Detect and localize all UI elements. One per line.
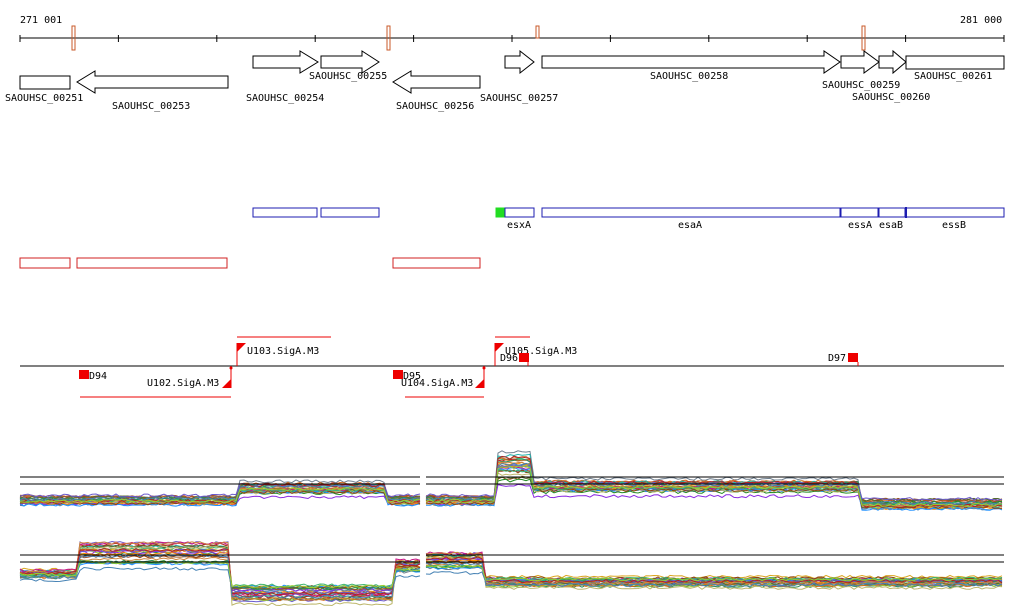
svg-text:U104.SigA.M3: U104.SigA.M3: [401, 378, 473, 389]
expression-profile-line: [19, 495, 421, 506]
gene-saouhsc-00253[interactable]: SAOUHSC_00253: [76, 70, 229, 112]
gene-saouhsc-00256[interactable]: SAOUHSC_00256: [392, 70, 481, 112]
expression-profile-line: [19, 548, 421, 596]
expression-profile-line: [425, 561, 1003, 587]
gene-name-esxA: esxA: [507, 220, 531, 231]
svg-text:SAOUHSC_00261: SAOUHSC_00261: [914, 71, 992, 82]
gene-saouhsc-00261[interactable]: SAOUHSC_00261: [905, 55, 1005, 82]
svg-text:D94: D94: [89, 371, 107, 382]
gene-saouhsc-00260[interactable]: SAOUHSC_00260: [852, 49, 930, 103]
gene-saouhsc-00259[interactable]: SAOUHSC_00259: [822, 50, 900, 91]
expression-profile-line: [19, 544, 421, 607]
operon-box-essA[interactable]: [840, 207, 879, 218]
expression-profile-line: [425, 465, 1003, 507]
svg-text:SAOUHSC_00256: SAOUHSC_00256: [396, 101, 474, 112]
expression-profile-line: [19, 541, 421, 601]
gene-track: SAOUHSC_00251 SAOUHSC_00253 SAOUHSC_0025…: [5, 49, 1005, 112]
feature-u102-siga-m3[interactable]: U102.SigA.M3: [80, 366, 233, 398]
ruler-end-label: 281 000: [960, 15, 1002, 26]
operon-box[interactable]: [320, 207, 380, 218]
ruler-start-label: 271 001: [20, 15, 62, 26]
gene-saouhsc-00251[interactable]: SAOUHSC_00251: [5, 75, 83, 104]
svg-text:D95: D95: [403, 371, 421, 382]
gene-name-essA: essA: [848, 220, 872, 231]
gene-name-essB: essB: [942, 220, 966, 231]
operon-box[interactable]: [19, 257, 71, 269]
expression-profile-line: [19, 483, 421, 503]
expression-profile-line: [425, 462, 1003, 505]
gene-saouhsc-00255[interactable]: SAOUHSC_00255: [309, 50, 387, 82]
svg-text:D96: D96: [500, 353, 518, 364]
expression-profile-line: [19, 541, 421, 597]
expression-profile-line: [425, 555, 1003, 579]
expression-profile-line: [425, 466, 1003, 507]
svg-text:SAOUHSC_00255: SAOUHSC_00255: [309, 71, 387, 82]
expression-profile-line: [425, 564, 1003, 581]
svg-text:D97: D97: [828, 353, 846, 364]
expression-profile-line: [425, 469, 1003, 509]
expression-profile-line: [19, 484, 421, 501]
operon-box-essB[interactable]: [905, 207, 1005, 218]
svg-text:U105.SigA.M3: U105.SigA.M3: [505, 346, 577, 357]
svg-text:U103.SigA.M3: U103.SigA.M3: [247, 346, 319, 357]
ruler-ticks: [19, 35, 1005, 42]
operon-box[interactable]: [252, 207, 318, 218]
operon-box-esaA[interactable]: [541, 207, 841, 218]
gene-saouhsc-00254[interactable]: SAOUHSC_00254: [246, 50, 324, 104]
svg-text:SAOUHSC_00259: SAOUHSC_00259: [822, 80, 900, 91]
expression-profile-line: [19, 560, 421, 589]
expression-profile-line: [19, 490, 421, 506]
operon-track-plus: esxA esaA essA esaB essB: [252, 207, 1005, 231]
expression-track-plus: [19, 440, 1004, 530]
gene-name-esaA: esaA: [678, 220, 702, 231]
operon-box[interactable]: [392, 257, 481, 269]
operon-track-minus: [19, 257, 481, 269]
feature-d94[interactable]: D94: [79, 370, 107, 382]
gene-saouhsc-00258[interactable]: SAOUHSC_00258: [541, 50, 841, 82]
expression-profile-line: [425, 464, 1003, 501]
svg-text:SAOUHSC_00257: SAOUHSC_00257: [480, 93, 558, 104]
esxA-highlight: [495, 207, 506, 218]
coordinate-ruler: 271 001 281 000: [19, 15, 1005, 51]
svg-text:SAOUHSC_00260: SAOUHSC_00260: [852, 92, 930, 103]
operon-box-esxA[interactable]: [504, 207, 535, 218]
gene-name-esaB: esaB: [879, 220, 903, 231]
expression-profile-line: [19, 561, 421, 589]
ruler-markers: [71, 25, 866, 51]
expression-track-minus: [19, 518, 1004, 608]
feature-u105-siga-m3[interactable]: U105.SigA.M3: [494, 336, 577, 366]
feature-d95[interactable]: D95: [393, 370, 421, 382]
operon-box-esaB[interactable]: [878, 207, 906, 218]
feature-u103-siga-m3[interactable]: U103.SigA.M3: [236, 336, 331, 366]
feature-d96[interactable]: D96: [500, 353, 529, 366]
svg-text:SAOUHSC_00258: SAOUHSC_00258: [650, 71, 728, 82]
svg-text:U102.SigA.M3: U102.SigA.M3: [147, 378, 219, 389]
regulatory-track: D94 U102.SigA.M3 U103.SigA.M3 D95: [20, 336, 1004, 398]
feature-d97[interactable]: D97: [828, 353, 859, 366]
expression-profile-line: [19, 553, 421, 599]
expression-profile-line: [19, 487, 421, 503]
gene-saouhsc-00257[interactable]: SAOUHSC_00257: [480, 49, 558, 104]
expression-profile-line: [19, 551, 421, 595]
svg-text:SAOUHSC_00251: SAOUHSC_00251: [5, 93, 83, 104]
feature-u104-siga-m3[interactable]: U104.SigA.M3: [401, 366, 486, 398]
expression-profile-line: [425, 555, 1003, 590]
expression-profile-line: [425, 455, 1003, 508]
svg-text:SAOUHSC_00254: SAOUHSC_00254: [246, 93, 324, 104]
expression-profile-line: [425, 564, 1003, 582]
operon-box[interactable]: [76, 257, 228, 269]
svg-text:SAOUHSC_00253: SAOUHSC_00253: [112, 101, 190, 112]
